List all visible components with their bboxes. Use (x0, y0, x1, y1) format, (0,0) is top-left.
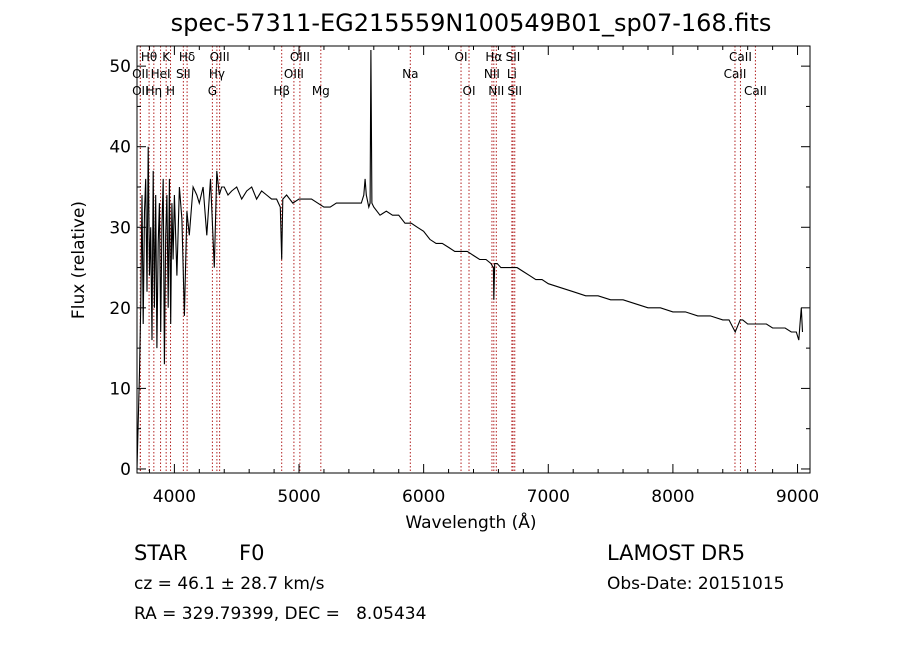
spectral-line-label: SII (176, 67, 191, 81)
spectral-lines-layer (139, 46, 756, 473)
x-tick-label: 8000 (651, 487, 694, 507)
chart-title: spec-57311-EG215559N100549B01_sp07-168.f… (171, 9, 772, 37)
spectral-line-label: K (162, 50, 171, 64)
spectral-line-label: NII (484, 67, 500, 81)
object-subclass: F0 (239, 541, 265, 565)
spectral-line-label: SII (507, 84, 522, 98)
spectral-line-label: CaII (744, 84, 767, 98)
y-tick-label: 30 (109, 218, 131, 238)
spectral-line-label: G (208, 84, 217, 98)
spectral-line-label: Na (402, 67, 418, 81)
y-tick-label: 10 (109, 379, 131, 399)
spectral-line-label: OII (132, 67, 149, 81)
spectral-line-label: NII (488, 84, 504, 98)
spectral-line-label: H (166, 84, 175, 98)
x-axis-ticks: 4000 5000 6000 7000 8000 9000 (148, 46, 819, 507)
redshift-velocity: cz = 46.1 ± 28.7 km/s (134, 574, 325, 594)
spectral-line-label: Hδ (179, 50, 195, 64)
x-tick-label: 7000 (527, 487, 570, 507)
spectral-line-label: Hγ (209, 67, 225, 81)
spectral-line-label: OI (455, 50, 468, 64)
x-tick-label: 9000 (776, 487, 819, 507)
spectral-line-label: OIII (210, 50, 230, 64)
spectral-line-label: Mg (312, 84, 330, 98)
y-tick-label: 20 (109, 299, 131, 319)
x-tick-label: 6000 (402, 487, 445, 507)
x-tick-label: 4000 (153, 487, 196, 507)
spectral-line-label: SII (506, 50, 521, 64)
spectral-line-label: HeI (151, 67, 171, 81)
y-tick-label: 0 (120, 460, 131, 480)
spectral-line-label: Hη (146, 84, 163, 98)
spectral-line-label: OII (132, 84, 149, 98)
y-axis-ticks: 0 10 20 30 40 50 (109, 57, 810, 480)
coordinates: RA = 329.79399, DEC = 8.05434 (134, 604, 427, 624)
spectral-line-label: CaII (724, 67, 747, 81)
spectral-line-label: Li (507, 67, 517, 81)
y-axis-label: Flux (relative) (69, 201, 89, 319)
spectral-line-label: OIII (284, 67, 304, 81)
spectral-line-label: CaII (729, 50, 752, 64)
spectrum-series-line (136, 49, 804, 470)
spectral-line-label: Hβ (273, 84, 290, 98)
y-tick-label: 40 (109, 138, 131, 158)
x-tick-label: 5000 (277, 487, 320, 507)
y-tick-label: 50 (109, 57, 131, 77)
x-axis-label: Wavelength (Å) (405, 511, 536, 533)
plot-frame (136, 45, 811, 474)
spectral-line-label: Hα (485, 50, 502, 64)
object-class: STAR (134, 541, 188, 565)
spectral-line-label: Hθ (141, 50, 157, 64)
spectral-line-label: OIII (290, 50, 310, 64)
survey-name: LAMOST DR5 (607, 541, 746, 565)
observation-date: Obs-Date: 20151015 (607, 574, 785, 594)
spectral-line-label: OI (463, 84, 476, 98)
